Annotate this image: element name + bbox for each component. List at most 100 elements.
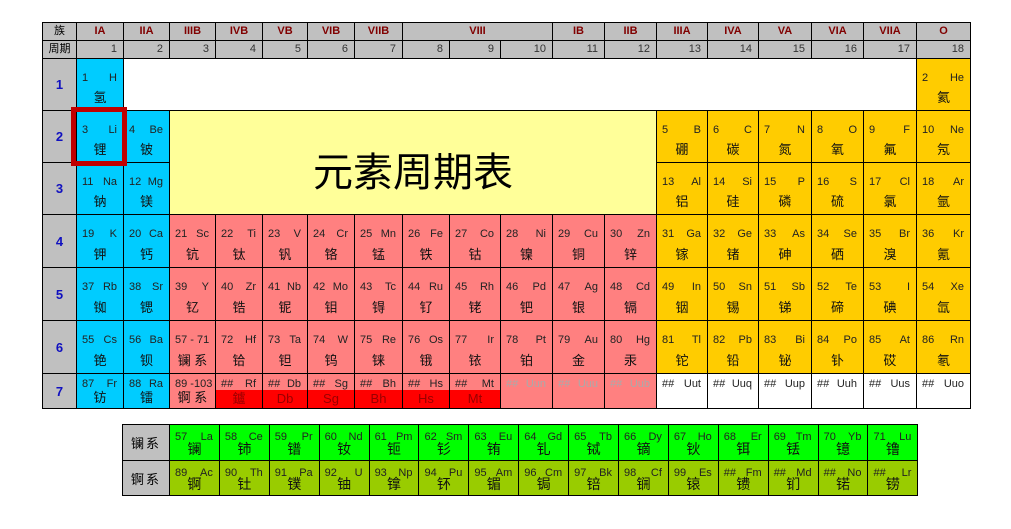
- element-cell-Cr[interactable]: 24 Cr 铬: [308, 215, 355, 268]
- element-cell-Sc[interactable]: 21 Sc 钪: [170, 215, 216, 268]
- element-cell-Rb[interactable]: 37 Rb 铷: [77, 268, 124, 321]
- element-cell-As[interactable]: 33 As 砷: [759, 215, 812, 268]
- element-cell-Es[interactable]: 99 Es 锿: [668, 461, 719, 496]
- element-cell-Y[interactable]: 39 Y 钇: [170, 268, 216, 321]
- element-cell-He[interactable]: 2 He 氦: [917, 59, 971, 111]
- element-cell-Eu[interactable]: 63 Eu 铕: [469, 425, 520, 461]
- element-cell-Lu[interactable]: 71 Lu 镥: [868, 425, 919, 461]
- element-cell-Cs[interactable]: 55 Cs 铯: [77, 321, 124, 374]
- element-cell-Th[interactable]: 90 Th 钍: [219, 461, 270, 496]
- element-cell-Db[interactable]: ## Db Db: [263, 374, 308, 409]
- element-cell-K[interactable]: 19 K 钾: [77, 215, 124, 268]
- element-cell-Ti[interactable]: 22 Ti 钛: [216, 215, 263, 268]
- element-cell-Gd[interactable]: 64 Gd 钆: [519, 425, 570, 461]
- element-cell-Te[interactable]: 52 Te 碲: [812, 268, 864, 321]
- element-cell-Tc[interactable]: 43 Tc 锝: [355, 268, 403, 321]
- element-cell-Ca[interactable]: 20 Ca 钙: [124, 215, 170, 268]
- element-cell-Ga[interactable]: 31 Ga 镓: [657, 215, 708, 268]
- element-cell-Hs[interactable]: ## Hs Hs: [403, 374, 450, 409]
- element-cell-Rn[interactable]: 86 Rn 氡: [917, 321, 971, 374]
- element-cell-W[interactable]: 74 W 钨: [308, 321, 355, 374]
- element-cell-Ra[interactable]: 88 Ra 镭: [124, 374, 170, 409]
- element-cell-Bi[interactable]: 83 Bi 铋: [759, 321, 812, 374]
- element-cell-Kr[interactable]: 36 Kr 氪: [917, 215, 971, 268]
- element-cell-Ni[interactable]: 28 Ni 镍: [501, 215, 553, 268]
- element-cell-Uuo[interactable]: ## Uuo: [917, 374, 971, 409]
- element-cell-Re[interactable]: 75 Re 铼: [355, 321, 403, 374]
- element-cell-Ac[interactable]: 89 Ac 锕: [170, 461, 220, 496]
- element-cell-Fe[interactable]: 26 Fe 铁: [403, 215, 450, 268]
- element-cell-Pd[interactable]: 46 Pd 钯: [501, 268, 553, 321]
- element-cell-Cu[interactable]: 29 Cu 铜: [553, 215, 605, 268]
- element-cell-Br[interactable]: 35 Br 溴: [864, 215, 917, 268]
- element-cell-Uuu[interactable]: ## Uuu: [553, 374, 605, 409]
- element-cell-Sg[interactable]: ## Sg Sg: [308, 374, 355, 409]
- element-cell-Bk[interactable]: 97 Bk 锫: [569, 461, 620, 496]
- element-cell-Zr[interactable]: 40 Zr 锆: [216, 268, 263, 321]
- element-cell-Hg[interactable]: 80 Hg 汞: [605, 321, 657, 374]
- element-cell-Md[interactable]: ## Md 钔: [768, 461, 819, 496]
- element-cell-Nb[interactable]: 41 Nb 铌: [263, 268, 308, 321]
- element-cell-S[interactable]: 16 S 硫: [812, 163, 864, 215]
- element-cell-Ag[interactable]: 47 Ag 银: [553, 268, 605, 321]
- element-cell-Uut[interactable]: ## Uut: [657, 374, 708, 409]
- element-cell-Sn[interactable]: 50 Sn 锡: [708, 268, 759, 321]
- element-cell-Fr[interactable]: 87 Fr 钫: [77, 374, 124, 409]
- element-cell-Ge[interactable]: 32 Ge 锗: [708, 215, 759, 268]
- element-cell-U[interactable]: 92 U 铀: [319, 461, 370, 496]
- element-cell-Sr[interactable]: 38 Sr 锶: [124, 268, 170, 321]
- element-cell-Ta[interactable]: 73 Ta 钽: [263, 321, 308, 374]
- element-cell-Lr[interactable]: ## Lr 铹: [868, 461, 919, 496]
- element-cell-No[interactable]: ## No 锘: [818, 461, 869, 496]
- element-cell-Np[interactable]: 93 Np 镎: [369, 461, 420, 496]
- element-cell-Uuh[interactable]: ## Uuh: [812, 374, 864, 409]
- element-cell-Pm[interactable]: 61 Pm 钷: [369, 425, 420, 461]
- element-cell-Bh[interactable]: ## Bh Bh: [355, 374, 403, 409]
- element-cell-Po[interactable]: 84 Po 钋: [812, 321, 864, 374]
- element-cell-Os[interactable]: 76 Os 锇: [403, 321, 450, 374]
- element-cell-Na[interactable]: 11 Na 钠: [77, 163, 124, 215]
- element-cell-Rf[interactable]: ## Rf 鑪: [216, 374, 263, 409]
- element-cell-Tl[interactable]: 81 Tl 铊: [657, 321, 708, 374]
- element-cell-Ne[interactable]: 10 Ne 氖: [917, 111, 971, 163]
- element-cell-Am[interactable]: 95 Am 镅: [469, 461, 520, 496]
- element-cell-Mt[interactable]: ## Mt Mt: [450, 374, 501, 409]
- element-cell-Mo[interactable]: 42 Mo 钼: [308, 268, 355, 321]
- element-cell-Ho[interactable]: 67 Ho 钬: [668, 425, 719, 461]
- element-cell-series-7[interactable]: 89 -103 锕 系: [170, 374, 216, 409]
- element-cell-Rh[interactable]: 45 Rh 铑: [450, 268, 501, 321]
- element-cell-Ba[interactable]: 56 Ba 钡: [124, 321, 170, 374]
- element-cell-Pt[interactable]: 78 Pt 铂: [501, 321, 553, 374]
- element-cell-Tb[interactable]: 65 Tb 铽: [569, 425, 620, 461]
- element-cell-Co[interactable]: 27 Co 钴: [450, 215, 501, 268]
- element-cell-Dy[interactable]: 66 Dy 镝: [619, 425, 669, 461]
- element-cell-Ir[interactable]: 77 Ir 铱: [450, 321, 501, 374]
- element-cell-Pr[interactable]: 59 Pr 镨: [269, 425, 320, 461]
- element-cell-Li[interactable]: 3 Li 锂: [77, 111, 124, 163]
- element-cell-Nd[interactable]: 60 Nd 钕: [319, 425, 370, 461]
- element-cell-I[interactable]: 53 I 碘: [864, 268, 917, 321]
- element-cell-Mn[interactable]: 25 Mn 锰: [355, 215, 403, 268]
- element-cell-Se[interactable]: 34 Se 硒: [812, 215, 864, 268]
- element-cell-Zn[interactable]: 30 Zn 锌: [605, 215, 657, 268]
- element-cell-Uub[interactable]: ## Uub: [605, 374, 657, 409]
- element-cell-Uun[interactable]: ## Uun: [501, 374, 553, 409]
- element-cell-Pb[interactable]: 82 Pb 铅: [708, 321, 759, 374]
- element-cell-Uup[interactable]: ## Uup: [759, 374, 812, 409]
- element-cell-Er[interactable]: 68 Er 铒: [718, 425, 769, 461]
- element-cell-Pa[interactable]: 91 Pa 镤: [269, 461, 320, 496]
- element-cell-Al[interactable]: 13 Al 铝: [657, 163, 708, 215]
- element-cell-Sm[interactable]: 62 Sm 钐: [419, 425, 470, 461]
- element-cell-Be[interactable]: 4 Be 铍: [124, 111, 170, 163]
- element-cell-Cl[interactable]: 17 Cl 氯: [864, 163, 917, 215]
- element-cell-Yb[interactable]: 70 Yb 镱: [818, 425, 869, 461]
- element-cell-At[interactable]: 85 At 砹: [864, 321, 917, 374]
- element-cell-Mg[interactable]: 12 Mg 镁: [124, 163, 170, 215]
- element-cell-Pu[interactable]: 94 Pu 钚: [419, 461, 470, 496]
- element-cell-La[interactable]: 57 La 镧: [170, 425, 220, 461]
